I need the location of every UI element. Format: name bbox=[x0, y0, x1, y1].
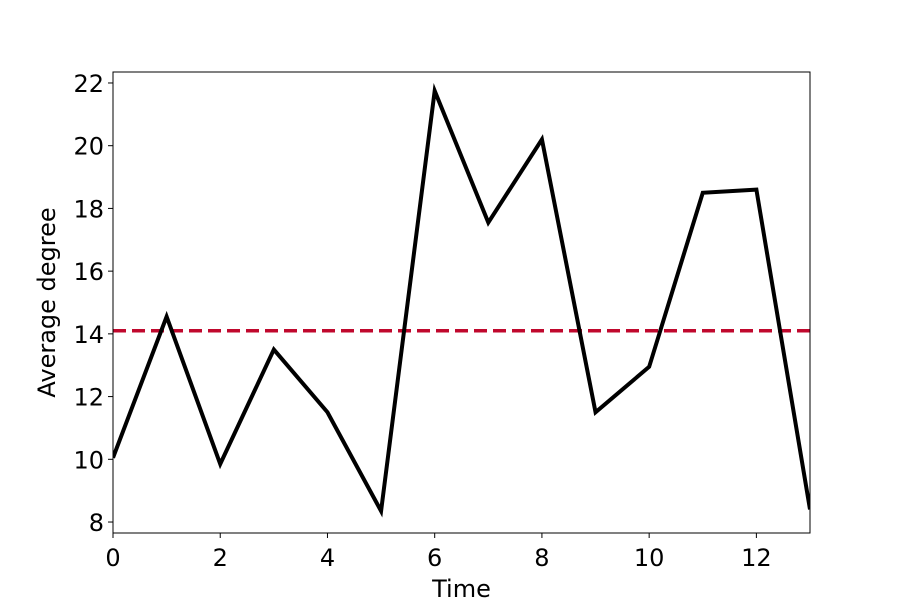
y-axis-title: Average degree bbox=[33, 207, 61, 397]
y-tick-label: 16 bbox=[73, 258, 104, 286]
y-tick-label: 12 bbox=[73, 384, 104, 412]
y-tick-label: 22 bbox=[73, 70, 104, 98]
x-tick-label: 2 bbox=[213, 544, 228, 572]
x-tick-label: 12 bbox=[741, 544, 772, 572]
series-line bbox=[113, 83, 810, 518]
y-tick-label: 10 bbox=[73, 446, 104, 474]
axes: 0 2 4 6 8 10 12 8 10 12 14 16 18 20 22 bbox=[73, 70, 771, 572]
y-tick-label: 8 bbox=[89, 509, 104, 537]
y-tick-label: 14 bbox=[73, 321, 104, 349]
y-tick-label: 20 bbox=[73, 133, 104, 161]
plot-content bbox=[113, 83, 810, 518]
x-tick-label: 0 bbox=[105, 544, 120, 572]
y-tick-label: 18 bbox=[73, 195, 104, 223]
plot-frame bbox=[112, 71, 811, 534]
x-axis-title: Time bbox=[431, 575, 491, 600]
x-tick-label: 10 bbox=[634, 544, 665, 572]
x-tick-label: 6 bbox=[427, 544, 442, 572]
x-tick-label: 4 bbox=[320, 544, 335, 572]
x-tick-label: 8 bbox=[534, 544, 549, 572]
